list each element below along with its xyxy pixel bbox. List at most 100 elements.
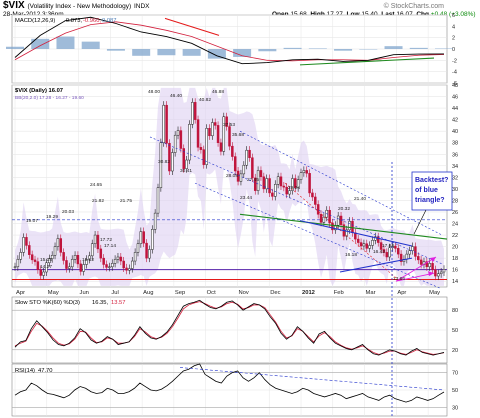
candle-body (356, 238, 360, 243)
candle-body (328, 209, 331, 224)
candle-body (208, 128, 211, 137)
candle-body (394, 245, 397, 249)
macd-histogram-bar (31, 38, 50, 49)
y-tick-label: 80 (452, 308, 458, 314)
candle-body (291, 178, 294, 191)
candle-body (419, 259, 423, 265)
y-tick-label: 48 (452, 83, 458, 89)
candle-body (408, 250, 411, 255)
candle-body (233, 156, 237, 172)
candle-body (22, 237, 25, 253)
candle-body (176, 130, 180, 136)
candle-body (93, 234, 97, 244)
candle-body (90, 243, 94, 257)
candle-body (36, 261, 40, 270)
candle-body (219, 142, 223, 152)
y-tick-label: 46 (452, 95, 458, 101)
price-level-label: 29.24 (288, 185, 300, 191)
chg-label: Chg (416, 11, 429, 18)
price-level-label: 46.88 (212, 89, 224, 95)
candle-body (145, 242, 148, 259)
candle-body (53, 246, 57, 256)
blue-channel-lower (194, 182, 441, 289)
y-tick-label: 14 (452, 279, 458, 285)
price-level-label: 20.03 (62, 209, 74, 215)
candle-body (322, 216, 326, 223)
y-tick-label: 20 (452, 348, 458, 354)
callout-text-line1: Backtest? (415, 177, 448, 184)
y-tick-label: 30 (452, 405, 458, 411)
candle-body (425, 261, 429, 268)
x-tick-label: Aug (143, 290, 153, 296)
x-tick-label: Apr (16, 290, 25, 296)
macd-histogram-bar (56, 36, 75, 49)
y-tick-label: 40 (452, 129, 458, 135)
candle-body (428, 263, 431, 268)
exchange-text: INDX (133, 3, 150, 10)
candle-body (336, 215, 340, 226)
candle-body (113, 259, 117, 264)
macd-legend-value: -0.873, (64, 18, 82, 24)
candle-body (314, 196, 317, 205)
y-tick-label: 24 (452, 222, 458, 228)
y-tick-label: 50 (452, 388, 458, 394)
candle-body (70, 259, 74, 268)
rsi-line (14, 363, 445, 403)
candle-body (182, 148, 185, 169)
candle-body (308, 173, 311, 194)
candle-body (437, 273, 440, 277)
y-tick-label: 42 (452, 118, 458, 124)
candle-body (396, 248, 400, 255)
candle-body (348, 220, 351, 231)
candle-body (376, 236, 380, 243)
price-level-label: 30.41 (180, 168, 192, 174)
candle-body (99, 248, 103, 259)
candle-body (199, 147, 203, 150)
candle-body (231, 145, 234, 157)
price-level-label: 17.72 (100, 237, 112, 243)
macd-legend-signal: -0.960, (83, 18, 101, 24)
candle-body (368, 245, 371, 249)
price-level-label: 30.82 (158, 159, 170, 165)
candle-body (279, 176, 283, 187)
candle-body (282, 185, 286, 188)
candle-body (105, 264, 108, 268)
candle-body (82, 264, 85, 272)
candle-body (431, 263, 434, 270)
candle-body (288, 190, 291, 195)
y-tick-label: 0 (452, 47, 455, 53)
high-label: High (310, 11, 325, 18)
rsi-blue-trendline (179, 367, 445, 391)
candle-body (108, 266, 111, 268)
candle-body (196, 119, 200, 148)
last-value: 16.07 (396, 11, 413, 18)
y-tick-label: 44 (452, 106, 458, 112)
macd-histogram-bar (384, 46, 403, 49)
price-level-label: 27.45 (247, 177, 259, 183)
price-level-label: 37.53 (223, 122, 235, 128)
macd-histogram-bar (409, 47, 428, 49)
y-tick-label: -6 (452, 81, 457, 87)
candle-body (16, 259, 20, 268)
candle-body (102, 257, 105, 265)
symbol-text: $VIX (3, 0, 25, 11)
candle-body (374, 236, 377, 241)
rsi-legend-name: RSI(14) (15, 368, 35, 374)
macd-legend-name: MACD(12,26,9) (15, 18, 55, 24)
price-legend: $VIX (Daily) 16.07 (15, 88, 63, 94)
candle-body (442, 269, 446, 273)
candle-body (216, 125, 220, 143)
magenta-arrow-up (395, 256, 437, 282)
price-level-label: 14.27 (40, 264, 52, 270)
macd-histogram-bar (334, 49, 353, 51)
candle-body (239, 173, 243, 182)
y-tick-label: 22 (452, 233, 458, 239)
candle-body (162, 104, 165, 143)
candle-body (256, 170, 260, 191)
candle-body (13, 266, 17, 268)
candle-body (42, 271, 45, 276)
price-level-label: 40.82 (199, 97, 211, 103)
x-tick-label: Oct (207, 290, 216, 296)
candle-body (222, 116, 226, 152)
candle-body (173, 134, 177, 153)
